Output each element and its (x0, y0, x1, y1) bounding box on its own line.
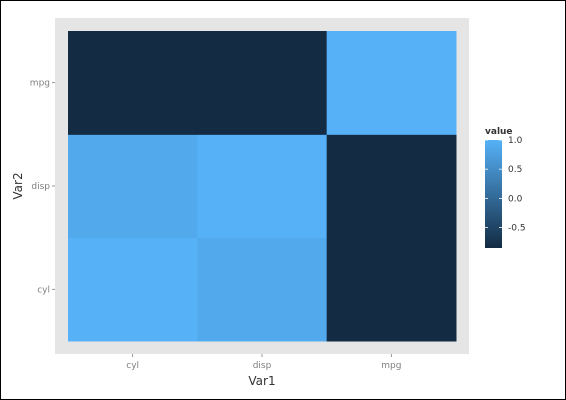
y-tick-label-disp: disp (31, 182, 50, 192)
x-tick-label-mpg: mpg (381, 361, 401, 371)
heatmap-cell-disp-cyl (197, 237, 328, 342)
y-axis-ticks: cyl disp mpg (30, 79, 55, 295)
y-tick-label-mpg: mpg (30, 79, 50, 89)
heatmap-cell-cyl-disp (68, 134, 198, 239)
heatmap-cell-disp-disp (197, 134, 328, 239)
legend-tick-label: 1.0 (508, 136, 523, 146)
heatmap-cell-cyl-cyl (68, 237, 198, 342)
legend-tick-label: 0.5 (508, 165, 522, 175)
legend-ticks: 1.0 0.5 0.0 -0.5 (485, 136, 526, 234)
y-axis-title: Var2 (11, 172, 25, 199)
x-tick-label-disp: disp (253, 361, 272, 371)
heatmap-cell-cyl-mpg (68, 31, 198, 135)
legend-tick-label: -0.5 (508, 224, 526, 234)
heatmap-cell-mpg-disp (326, 134, 457, 239)
x-tick-label-cyl: cyl (126, 361, 139, 371)
heatmap-cells (68, 31, 457, 342)
y-tick-label-cyl: cyl (37, 285, 50, 295)
x-axis-title: Var1 (248, 374, 275, 388)
heatmap-cell-mpg-mpg (326, 31, 457, 135)
heatmap-cell-mpg-cyl (326, 237, 457, 342)
heatmap-cell-disp-mpg (197, 31, 328, 135)
legend-title: value (485, 127, 513, 137)
colorbar-legend: value 1.0 0.5 0.0 -0.5 (485, 127, 526, 248)
colorbar (485, 140, 502, 248)
legend-tick-label: 0.0 (508, 194, 523, 204)
x-axis-ticks: cyl disp mpg (126, 354, 401, 371)
